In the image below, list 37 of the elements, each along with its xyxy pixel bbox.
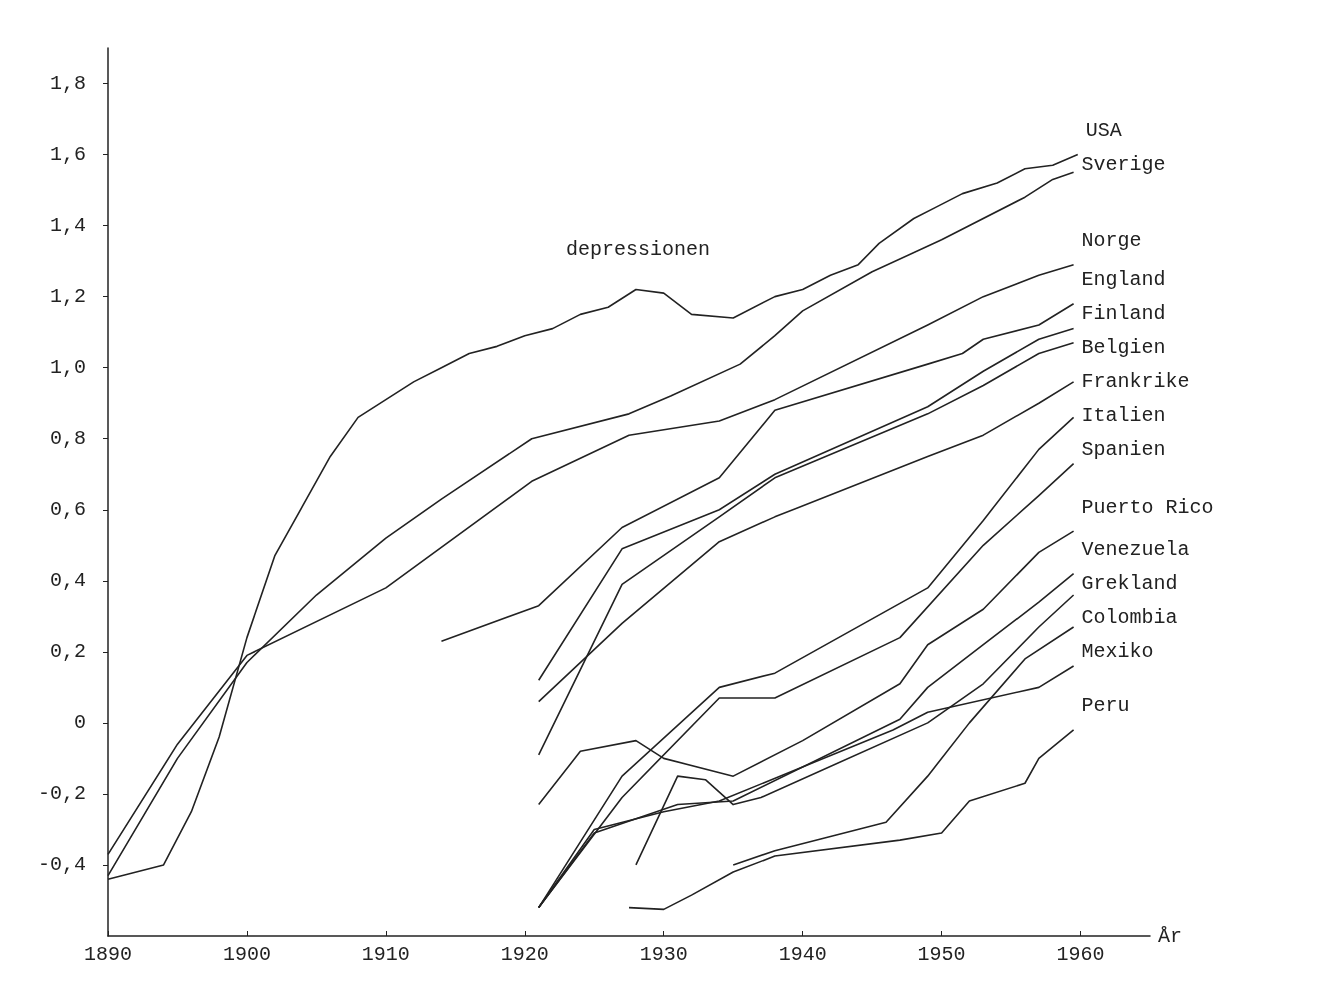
series-label: USA (1085, 119, 1122, 143)
y-tick-label: 1,8 (49, 72, 86, 96)
series-label: Mexiko (1081, 640, 1154, 664)
series-label: Frankrike (1081, 370, 1190, 394)
series-label: Belgien (1081, 336, 1166, 360)
series-label: Sverige (1081, 153, 1166, 177)
x-tick-label: 1890 (83, 942, 133, 966)
y-tick-label: 0,2 (49, 640, 86, 664)
y-tick-label: 0,6 (49, 498, 86, 522)
y-tick-label: 1,4 (49, 214, 86, 238)
series-label: Venezuela (1081, 538, 1190, 562)
series-label: Finland (1081, 302, 1166, 326)
y-tick-label: 1,0 (49, 356, 86, 380)
y-tick-label: 0,4 (49, 569, 86, 593)
x-tick-label: 1920 (500, 942, 549, 966)
y-tick-label: 1,6 (49, 143, 86, 167)
x-tick-label: 1950 (917, 942, 966, 966)
y-tick-label: 0 (73, 711, 86, 735)
y-tick-label: 0,8 (49, 427, 86, 451)
series-label: Puerto Rico (1081, 495, 1214, 519)
series-label: Italien (1081, 404, 1166, 428)
annotation: depressionen (565, 238, 710, 262)
x-axis-title: År (1158, 924, 1183, 948)
series-label: Spanien (1081, 438, 1166, 462)
y-tick-label: -0,2 (37, 782, 86, 806)
y-tick-label: 1,2 (49, 285, 86, 309)
series-label: Norge (1081, 229, 1142, 253)
x-tick-label: 1960 (1056, 942, 1105, 966)
x-tick-label: 1930 (639, 942, 688, 966)
series-label: Colombia (1081, 606, 1178, 630)
series-label: England (1081, 268, 1166, 292)
x-tick-label: 1940 (778, 942, 827, 966)
y-tick-label: -0,4 (37, 853, 86, 877)
series-label: Grekland (1081, 572, 1178, 596)
series-label: Peru (1081, 694, 1130, 718)
x-tick-label: 1910 (361, 942, 410, 966)
x-tick-label: 1900 (222, 942, 271, 966)
